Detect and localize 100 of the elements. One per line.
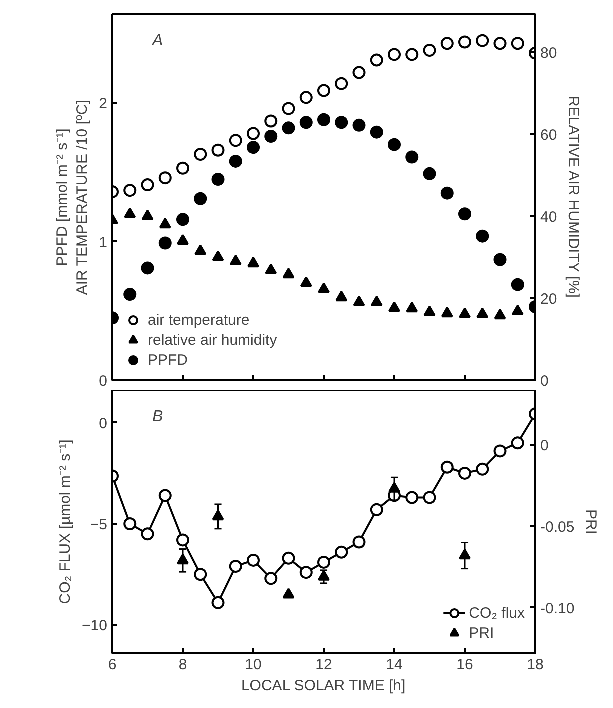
point [194,192,208,206]
point [423,491,436,504]
y2-tick-label: 40 [540,209,558,226]
point [282,588,295,599]
point [318,556,330,569]
point [247,127,260,140]
point [177,234,189,246]
point [124,208,136,218]
point [335,116,348,130]
point [141,262,154,275]
y-tick-label: 0 [99,415,108,432]
point [370,54,384,67]
point [318,84,330,98]
point [212,596,225,610]
point [494,444,507,458]
point [282,122,296,135]
point [335,77,348,90]
point [248,256,260,268]
point [158,489,172,502]
point [229,134,242,148]
point [300,116,313,130]
point [124,288,137,302]
point [512,304,524,316]
y2-tick-label: 0 [540,438,549,455]
point [388,302,400,312]
point [282,268,295,279]
x-tick-label: 18 [527,656,544,674]
point [406,150,419,164]
point [229,560,242,573]
x-tick-label: 14 [386,656,403,674]
point [476,34,490,48]
point [176,162,190,175]
y2-axis-title: RELATIVE AIR HUMIDITY [%] [565,96,582,298]
point [440,186,454,200]
point [494,253,507,266]
point [370,296,383,307]
y2-tick-label: -0.05 [540,518,575,536]
point [194,568,208,582]
point [247,554,260,567]
point [318,282,330,294]
point [318,113,330,126]
point [458,466,472,480]
point [494,308,506,320]
point [264,114,278,128]
y2-tick-label: -0.10 [540,600,575,618]
point [494,37,507,50]
point [142,210,154,220]
point [264,572,278,586]
point [141,528,154,541]
point [212,172,225,186]
legend-label: CO₂ flux [469,604,525,622]
point [194,244,207,256]
point [300,566,313,580]
point [511,37,524,50]
x-axis-title: LOCAL SOLAR TIME [h] [241,678,406,694]
y-tick-label: 1 [99,234,108,252]
point [388,48,401,62]
y2-tick-label: 60 [540,127,558,144]
point [159,218,172,229]
point [265,264,278,275]
point [406,491,419,504]
legend-label: air temperature [148,312,250,328]
point [124,184,137,198]
point [353,296,366,307]
point [406,48,419,62]
point [511,436,524,450]
point [300,91,313,104]
x-tick-label: 8 [178,656,188,674]
x-tick-label: 16 [456,656,474,674]
point [158,236,172,250]
point [476,230,490,243]
y2-axis-title: PRI [582,510,600,535]
point [476,308,489,318]
x-tick-label: 6 [108,656,117,674]
point [336,290,348,302]
legend-label: PRI [469,624,494,642]
legend-label: relative air humidity [148,332,278,348]
point [212,144,225,157]
point [440,460,454,474]
point [423,44,436,58]
point [370,126,384,139]
point [476,462,490,476]
point [158,172,172,185]
point [194,148,208,162]
point [440,37,454,50]
annotation: B [152,408,164,426]
point [176,534,190,547]
point [459,308,471,318]
point [423,167,436,180]
point [282,102,296,116]
point [264,130,278,143]
point [141,178,154,192]
point [406,302,418,313]
y-tick-label: 2 [99,96,108,113]
point [282,552,296,565]
x-tick-label: 12 [316,656,332,674]
point [458,36,472,49]
point [441,306,454,318]
legend-label: PPFD [148,352,188,368]
point [352,118,366,132]
